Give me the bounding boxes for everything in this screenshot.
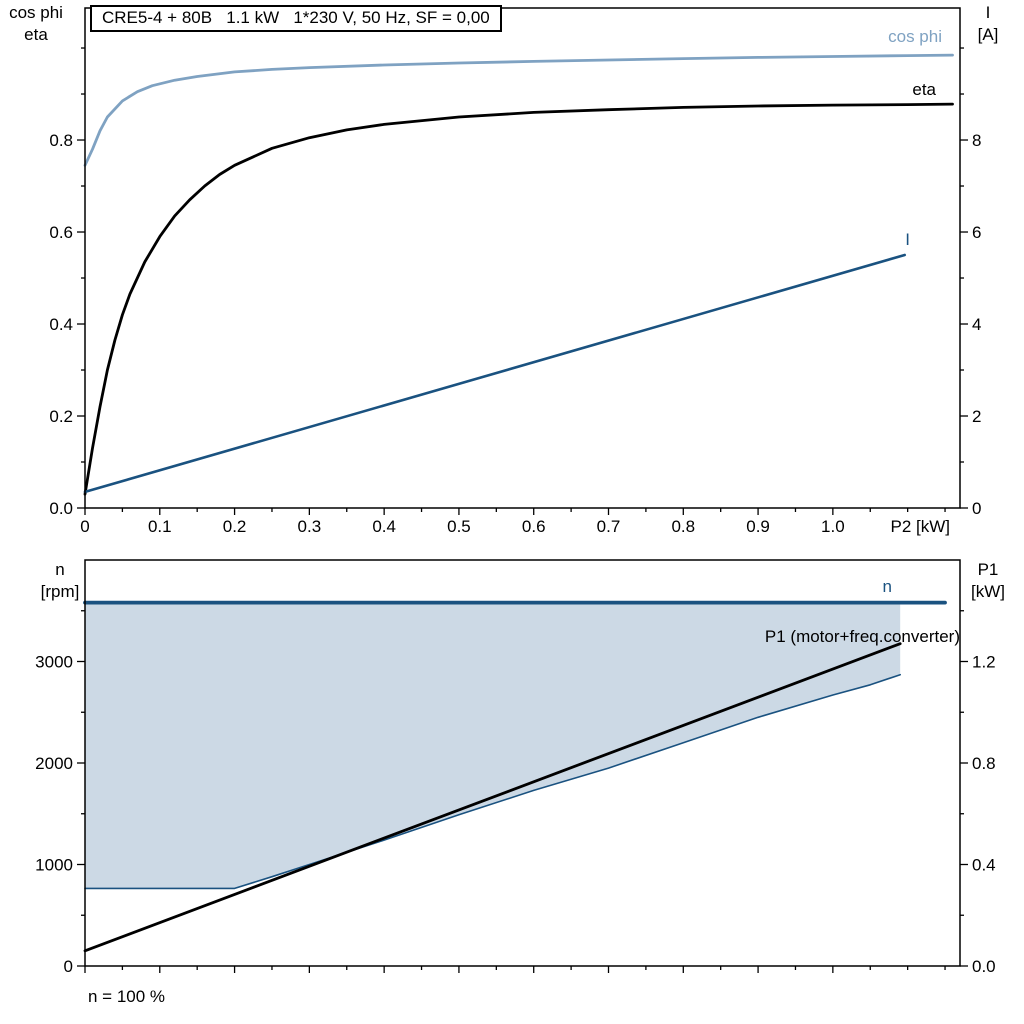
bottom-right-axis-title-line1: P1 <box>977 560 999 579</box>
curve-P1 (motor+freq.converter) <box>83 642 902 953</box>
area-speed range area <box>85 602 901 889</box>
svg-text:2: 2 <box>972 407 981 426</box>
speed-footnote: n = 100 % <box>88 987 166 1006</box>
tick-labels: 0 0.1 0.2 0.3 0.4 0.5 0.6 0.7 0.8 0.9 1.0 P2 [kW] 0.… <box>49 131 981 536</box>
svg-text:0.2: 0.2 <box>223 517 247 536</box>
series-layer <box>83 53 954 496</box>
eta-curve-label: eta <box>912 80 936 99</box>
tick-labels: 0 1000 2000 3000 0.0 0.4 0.8 1.2 <box>35 653 995 977</box>
svg-text:0.6: 0.6 <box>49 223 73 242</box>
svg-text:0.9: 0.9 <box>746 517 770 536</box>
svg-text:0.7: 0.7 <box>597 517 621 536</box>
curve-cos phi <box>83 53 954 167</box>
series-layer <box>83 600 947 953</box>
svg-text:0.0: 0.0 <box>49 499 73 518</box>
cos-phi-curve-label: cos phi <box>888 27 942 46</box>
svg-text:4: 4 <box>972 315 981 334</box>
bottom-left-axis-title-line2: [rpm] <box>40 582 80 601</box>
svg-text:0.4: 0.4 <box>49 315 73 334</box>
curve-speed range lower boundary <box>84 673 902 890</box>
svg-text:1.0: 1.0 <box>821 517 845 536</box>
svg-text:0.2: 0.2 <box>49 407 73 426</box>
svg-text:0.4: 0.4 <box>972 856 996 875</box>
svg-text:6: 6 <box>972 223 981 242</box>
svg-text:0.5: 0.5 <box>447 517 471 536</box>
curve-I <box>83 253 907 494</box>
p1-curve-label: P1 (motor+freq.converter) <box>764 627 960 646</box>
svg-text:0.6: 0.6 <box>522 517 546 536</box>
speed-curve-label: n <box>882 577 892 596</box>
top-right-axis-title-line2: [A] <box>977 25 999 44</box>
bottom-right-axis-title-line2: [kW] <box>971 582 1005 601</box>
curve-eta <box>83 102 954 496</box>
svg-text:1000: 1000 <box>35 856 73 875</box>
current-curve-label: I <box>905 230 910 249</box>
plot-frame <box>84 7 961 509</box>
top-left-axis-title-line2: eta <box>24 25 48 44</box>
svg-text:8: 8 <box>972 131 981 150</box>
svg-text:2000: 2000 <box>35 754 73 773</box>
svg-text:0: 0 <box>64 957 73 976</box>
svg-text:0.3: 0.3 <box>298 517 322 536</box>
svg-text:0.8: 0.8 <box>972 754 996 773</box>
svg-text:0: 0 <box>80 517 89 536</box>
svg-text:0.8: 0.8 <box>49 131 73 150</box>
svg-text:0.8: 0.8 <box>671 517 695 536</box>
chart-1: 0 1000 2000 3000 0.0 0.4 0.8 1.2 <box>35 559 996 977</box>
svg-text:0.4: 0.4 <box>372 517 396 536</box>
chart-0: 0 0.1 0.2 0.3 0.4 0.5 0.6 0.7 0.8 0.9 1.0 P2 [kW] 0.… <box>49 7 981 536</box>
svg-text:1.2: 1.2 <box>972 653 996 672</box>
top-right-axis-title-line1: I <box>985 3 991 22</box>
svg-text:0.0: 0.0 <box>972 957 996 976</box>
svg-text:3000: 3000 <box>35 653 73 672</box>
svg-text:0.1: 0.1 <box>148 517 172 536</box>
top-left-axis-title-line1: cos phi <box>9 3 63 22</box>
bottom-left-axis-title-line1: n <box>55 560 65 579</box>
ticks <box>77 610 968 973</box>
ticks <box>77 47 968 515</box>
svg-text:0: 0 <box>972 499 981 518</box>
chart-title-box: CRE5-4 + 80B 1.1 kW 1*230 V, 50 Hz, SF =… <box>90 5 502 32</box>
svg-text:P2 [kW]: P2 [kW] <box>890 517 950 536</box>
